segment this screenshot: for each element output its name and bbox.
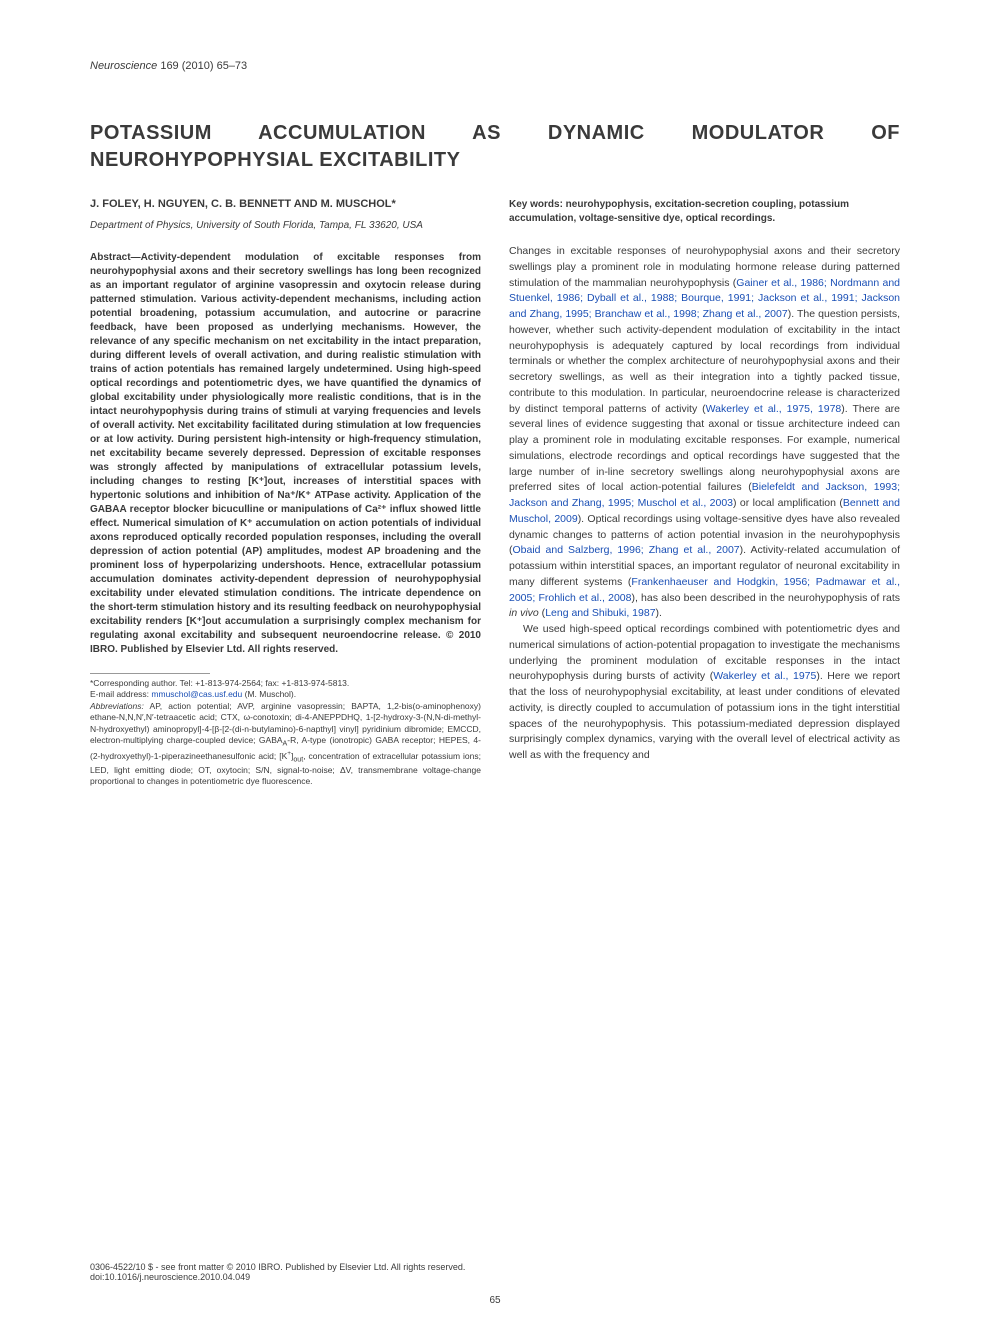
two-column-layout: J. FOLEY, H. NGUYEN, C. B. BENNETT AND M… — [90, 198, 900, 788]
p1-text-c: ). There are several lines of evidence s… — [509, 403, 900, 494]
author-list: J. FOLEY, H. NGUYEN, C. B. BENNETT AND M… — [90, 198, 481, 210]
journal-name: Neuroscience — [90, 60, 157, 72]
ref-link-8[interactable]: Wakerley et al., 1975 — [713, 670, 816, 682]
affiliation: Department of Physics, University of Sou… — [90, 220, 470, 231]
email-label: E-mail address: — [90, 689, 151, 699]
page-number: 65 — [0, 1295, 990, 1306]
p1-text-g: ), has also been described in the neuroh… — [631, 592, 900, 604]
journal-citation: 169 (2010) 65–73 — [157, 60, 247, 72]
corresponding-author: *Corresponding author. Tel: +1-813-974-2… — [90, 678, 481, 689]
ref-link-2[interactable]: Wakerley et al., 1975, 1978 — [706, 403, 842, 415]
p1-italic: in vivo — [509, 607, 539, 619]
intro-paragraph-2: We used high-speed optical recordings co… — [509, 622, 900, 764]
page-footer: 0306-4522/10 $ - see front matter © 2010… — [90, 1262, 900, 1282]
p1-text-i: ). — [656, 607, 662, 619]
footnote-block: *Corresponding author. Tel: +1-813-974-2… — [90, 678, 481, 788]
left-column: J. FOLEY, H. NGUYEN, C. B. BENNETT AND M… — [90, 198, 481, 788]
intro-paragraph-1: Changes in excitable responses of neuroh… — [509, 244, 900, 622]
doi-line: doi:10.1016/j.neuroscience.2010.04.049 — [90, 1272, 900, 1282]
p1-text-d: ) or local amplification ( — [733, 497, 843, 509]
email-link[interactable]: mmuschol@cas.usf.edu — [151, 689, 242, 699]
journal-header: Neuroscience 169 (2010) 65–73 — [90, 60, 900, 72]
ref-link-7[interactable]: Leng and Shibuki, 1987 — [545, 607, 655, 619]
p1-text-b: ). The question persists, however, wheth… — [509, 308, 900, 415]
right-column: Key words: neurohypophysis, excitation-s… — [509, 198, 900, 788]
article-title: POTASSIUM ACCUMULATION AS DYNAMIC MODULA… — [90, 120, 900, 174]
ref-link-5[interactable]: Obaid and Salzberg, 1996; Zhang et al., … — [513, 544, 740, 556]
copyright-line: 0306-4522/10 $ - see front matter © 2010… — [90, 1262, 900, 1272]
abbreviations: Abbreviations: AP, action potential; AVP… — [90, 701, 481, 788]
footnote-divider — [90, 673, 210, 674]
p2-text-b: ). Here we report that the loss of neuro… — [509, 670, 900, 761]
abstract: Abstract—Activity-dependent modulation o… — [90, 251, 481, 657]
email-line: E-mail address: mmuschol@cas.usf.edu (M.… — [90, 689, 481, 700]
email-suffix: (M. Muschol). — [242, 689, 296, 699]
keywords: Key words: neurohypophysis, excitation-s… — [509, 198, 900, 226]
body-text: Changes in excitable responses of neuroh… — [509, 244, 900, 764]
